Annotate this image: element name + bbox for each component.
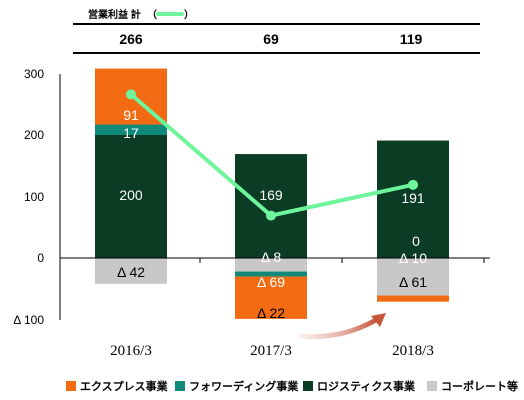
data-label-corporate: Δ 42 <box>117 264 145 280</box>
bar-logistics-2017 <box>235 154 307 258</box>
data-label-forwarding: Δ 8 <box>261 249 281 265</box>
data-label-logistics: 191 <box>401 190 425 206</box>
data-labels: 91 17 200 Δ 42 Δ 69 Δ 8 169 Δ 22 Δ 10 0 … <box>117 107 427 321</box>
x-category-label: 2017/3 <box>250 343 292 359</box>
trend-arrow <box>299 313 386 340</box>
y-tick-label: Δ 100 <box>13 313 44 327</box>
legend-swatch-forwarding <box>175 381 185 391</box>
total-value-label: 69 <box>263 31 279 47</box>
data-label-logistics: 200 <box>119 187 143 203</box>
bar-logistics-2018 <box>377 140 449 258</box>
trend-arrow-head <box>371 313 386 327</box>
data-label-express: Δ 10 <box>399 250 427 266</box>
bar-forwarding-2016 <box>95 124 167 135</box>
y-axis: 300 200 100 0 Δ 100 <box>13 67 61 327</box>
bar-logistics-2016 <box>95 135 167 258</box>
legend-label-forwarding: フォワーディング事業 <box>189 379 299 393</box>
data-label-corporate: Δ 61 <box>399 274 427 290</box>
total-legend-paren-close: ） <box>184 8 194 21</box>
x-category-label: 2018/3 <box>392 343 434 359</box>
total-profit-point <box>126 89 136 100</box>
x-axis-labels: 2016/3 2017/3 2018/3 <box>110 343 434 359</box>
total-profit-point <box>408 179 418 190</box>
bars-layer <box>95 68 449 319</box>
bar-express-2017 <box>235 276 307 319</box>
data-label-forwarding: 17 <box>123 125 139 141</box>
totals-header: 営業利益 計 （ ） 266 69 119 <box>73 8 480 54</box>
legend-swatch-express <box>66 381 76 391</box>
total-profit-point <box>266 210 276 221</box>
y-tick-label: 0 <box>37 251 44 265</box>
y-tick-label: 200 <box>24 128 44 142</box>
legend-label-corporate: コーポレート等 <box>441 379 518 393</box>
bar-forwarding-2017 <box>235 271 307 277</box>
x-category-label: 2016/3 <box>110 343 152 359</box>
total-line-legend-label: 営業利益 計 <box>88 8 141 21</box>
total-value-label: 266 <box>119 31 143 47</box>
legend-swatch-logistics <box>303 381 313 391</box>
y-tick-label: 300 <box>24 67 44 81</box>
total-value-label: 119 <box>400 31 423 47</box>
x-axis-ticks <box>199 258 485 263</box>
legend-label-logistics: ロジスティクス事業 <box>317 379 416 393</box>
legend-label-express: エクスプレス事業 <box>80 379 169 393</box>
legend: エクスプレス事業 フォワーディング事業 ロジスティクス事業 コーポレート等 <box>66 379 518 393</box>
data-label-corporate: Δ 22 <box>257 305 285 321</box>
bar-corporate-2018 <box>377 258 449 296</box>
data-label-express: 91 <box>123 107 139 123</box>
data-label-logistics: 169 <box>259 187 283 203</box>
total-legend-paren-open: （ <box>147 8 157 21</box>
legend-swatch-corporate <box>427 381 437 391</box>
bar-corporate-2016 <box>95 258 167 284</box>
bar-corporate-2017 <box>235 258 307 272</box>
y-tick-label: 100 <box>24 190 44 204</box>
trend-arrow-shaft <box>299 317 378 340</box>
data-label-express: Δ 69 <box>257 274 285 290</box>
bar-express-2018 <box>377 295 449 302</box>
data-label-forwarding: 0 <box>412 233 420 249</box>
